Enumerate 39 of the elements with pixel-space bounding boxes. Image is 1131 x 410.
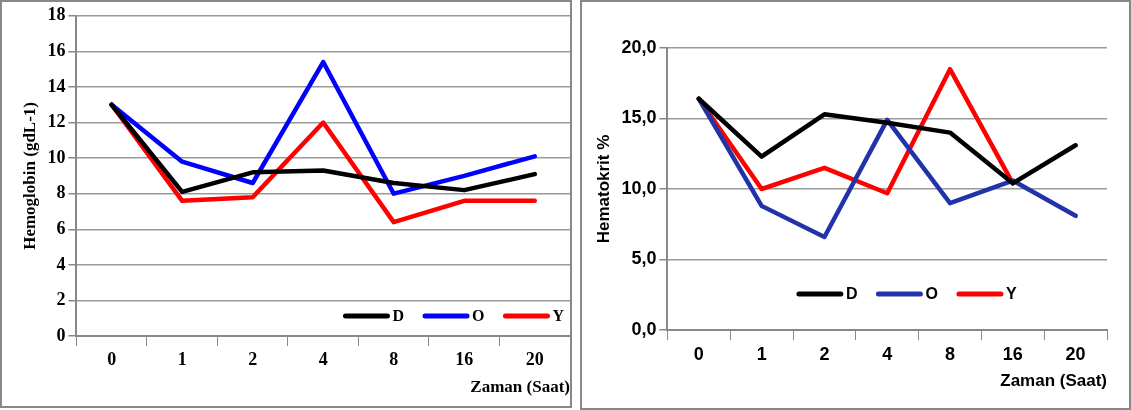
legend-label: O: [925, 285, 938, 303]
y-tick-label: 8: [56, 182, 66, 203]
x-tick-label: 8: [945, 343, 956, 364]
x-tick-label: 4: [882, 343, 893, 364]
legend-label: O: [472, 307, 485, 325]
y-tick-label: 10,0: [621, 177, 657, 198]
y-tick-label: 2: [56, 289, 66, 310]
y-axis-title: Hemoglobin (gdL-1): [19, 101, 39, 250]
legend-label: D: [392, 307, 405, 325]
y-tick-label: 5,0: [631, 248, 657, 269]
y-tick-label: 4: [56, 253, 66, 274]
x-tick-label: 16: [455, 349, 474, 370]
x-tick-label: 2: [248, 349, 258, 370]
legend-label: Y: [552, 307, 565, 325]
x-tick-label: 16: [1002, 343, 1023, 364]
y-tick-label: 10: [47, 146, 66, 167]
y-tick-label: 6: [56, 217, 66, 238]
y-tick-label: 12: [47, 111, 66, 132]
y-tick-label: 0: [56, 324, 66, 345]
x-tick-label: 20: [525, 349, 544, 370]
x-axis-title: Zaman (Saat): [470, 377, 570, 397]
x-tick-label: 1: [756, 343, 767, 364]
legend-label: Y: [1005, 285, 1017, 303]
y-tick-label: 14: [47, 75, 66, 96]
x-axis-title: Zaman (Saat): [1000, 371, 1107, 391]
y-tick-label: 16: [47, 40, 66, 61]
x-tick-label: 0: [107, 349, 117, 370]
x-tick-label: 20: [1065, 343, 1086, 364]
x-tick-label: 0: [693, 343, 704, 364]
x-tick-label: 2: [819, 343, 830, 364]
y-axis-title: Hematokrit %: [593, 134, 613, 244]
y-tick-label: 15,0: [621, 107, 657, 128]
x-tick-label: 8: [389, 349, 399, 370]
y-tick-label: 0,0: [631, 318, 657, 339]
x-tick-label: 1: [177, 349, 187, 370]
x-tick-label: 4: [318, 349, 328, 370]
legend-label: D: [845, 285, 858, 303]
y-tick-label: 20,0: [621, 36, 657, 57]
y-tick-label: 18: [47, 4, 66, 25]
